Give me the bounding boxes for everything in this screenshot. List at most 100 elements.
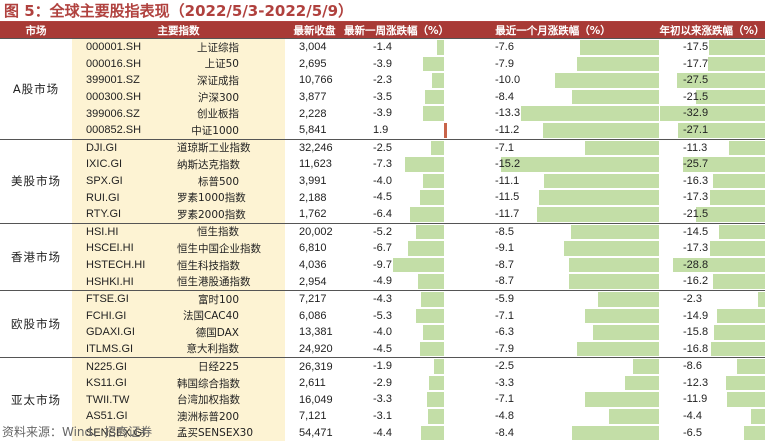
ytd-change-cell: -2.3 [659, 289, 765, 308]
month-change-value: -2.5 [495, 360, 514, 373]
ytd-change-cell: -27.5 [659, 72, 765, 89]
week-change-cell: -7.3 [344, 156, 447, 173]
month-change-bar [576, 341, 659, 357]
week-change-cell: -6.7 [344, 240, 447, 257]
table-row: KS11.GI 韩国综合指数 2,611 -2.9 -3.3 -12.3 [0, 374, 765, 392]
week-change-value: -4.5 [373, 191, 392, 204]
index-name: 孟买SENSEX30 [177, 424, 285, 442]
ytd-change-bar [737, 359, 765, 374]
index-code: 000001.SH [72, 37, 177, 56]
ytd-change-bar [744, 425, 765, 441]
month-change-value: -8.7 [495, 258, 514, 271]
week-change-value: -2.9 [373, 376, 392, 389]
ytd-change-cell: -11.9 [659, 391, 765, 408]
ytd-change-cell: -16.2 [659, 273, 765, 290]
month-change-cell: -8.5 [447, 222, 659, 241]
latest-close: 24,920 [299, 342, 333, 355]
index-code: N225.GI [72, 357, 177, 375]
week-change-bar [416, 224, 444, 240]
week-change-value: -2.5 [373, 141, 392, 154]
week-change-bar [421, 291, 444, 307]
header-close: 最新收盘 [285, 22, 344, 39]
week-change-cell: -2.5 [344, 138, 447, 157]
week-change-bar [423, 106, 444, 121]
index-name: 恒生指数 [177, 222, 285, 241]
index-code: ITLMS.GI [72, 340, 177, 358]
week-change-value: -4.0 [373, 174, 392, 187]
header-market: 市场 [0, 22, 72, 39]
table-row: SPX.GI 标普500 3,991 -4.0 -11.1 -16.3 [0, 172, 765, 190]
index-code: FTSE.GI [72, 289, 177, 308]
table-row: 000300.SH 沪深300 3,877 -3.5 -8.4 -21.5 [0, 88, 765, 106]
week-change-cell: -3.9 [344, 56, 447, 73]
month-change-cell: -3.3 [447, 375, 659, 392]
table-row: HSHKI.HI 恒生港股通指数 2,954 -4.9 -8.7 -16.2 [0, 273, 765, 291]
ytd-change-value: -17.3 [683, 242, 709, 255]
month-change-value: -8.4 [495, 426, 514, 439]
ytd-change-bar [713, 274, 765, 289]
index-code: TWII.TW [72, 391, 177, 409]
index-code: SENSEX.GI [72, 424, 177, 442]
month-change-bar [542, 122, 659, 138]
month-change-bar [571, 425, 659, 441]
ytd-change-value: -17.5 [683, 41, 709, 53]
month-change-bar [585, 392, 659, 408]
ytd-change-bar [696, 89, 765, 105]
index-code: HSCEI.HI [72, 240, 177, 257]
month-change-bar [570, 224, 659, 240]
week-change-value: -4.9 [373, 275, 392, 288]
market-region-label: 美股市场 [0, 138, 72, 224]
index-name: 深证成指 [177, 72, 285, 89]
week-change-cell: -2.9 [344, 375, 447, 392]
ytd-change-value: -32.9 [683, 107, 709, 120]
month-change-cell: -7.1 [447, 391, 659, 408]
week-change-value: -6.4 [373, 207, 392, 220]
latest-close: 2,228 [299, 107, 327, 120]
index-name: 法国CAC40 [177, 307, 285, 325]
ytd-change-value: -15.8 [683, 326, 709, 339]
ytd-change-cell: -21.5 [659, 89, 765, 106]
month-change-bar [537, 206, 659, 222]
ytd-change-cell: -11.3 [659, 138, 765, 157]
market-region-label: A股市场 [0, 38, 72, 140]
ytd-change-cell: -17.3 [659, 240, 765, 257]
index-name: 道琼斯工业指数 [177, 138, 285, 157]
index-code: 000300.SH [72, 88, 177, 106]
table-row: IXIC.GI 纳斯达克指数 11,623 -7.3 -15.2 -25.7 [0, 156, 765, 173]
month-change-cell: -15.2 [447, 156, 659, 173]
week-change-cell: -4.3 [344, 289, 447, 308]
table-row: 399006.SZ 创业板指 2,228 -3.9 -13.3 -32.9 [0, 105, 765, 122]
latest-close: 7,121 [299, 410, 327, 423]
table-row: 000852.SH 中证1000 5,841 1.9 -11.2 -27.1 [0, 121, 765, 140]
week-change-value: -4.4 [373, 426, 392, 439]
month-change-value: -7.1 [495, 141, 514, 154]
week-change-value: -1.9 [373, 360, 392, 373]
index-code: GDAXI.GI [72, 324, 177, 341]
month-change-cell: -13.3 [447, 105, 659, 122]
week-change-bar [408, 241, 444, 256]
month-change-cell: -8.7 [447, 273, 659, 290]
latest-close: 5,841 [299, 124, 327, 137]
index-code: HSTECH.HI [72, 256, 177, 274]
week-change-bar [425, 89, 444, 105]
latest-close: 16,049 [299, 393, 333, 406]
week-change-cell: -1.4 [344, 37, 447, 56]
index-name: 罗素2000指数 [177, 205, 285, 224]
ytd-change-value: -21.5 [683, 90, 709, 103]
ytd-change-bar [711, 341, 765, 357]
ytd-change-cell: -16.3 [659, 173, 765, 190]
week-change-cell: -4.4 [344, 425, 447, 442]
week-change-bar [392, 257, 444, 273]
table-row: RUI.GI 罗素1000指数 2,188 -4.5 -11.5 -17.3 [0, 189, 765, 206]
index-code: 000016.SH [72, 55, 177, 73]
month-change-cell: -6.3 [447, 324, 659, 341]
month-change-value: -5.9 [495, 292, 514, 305]
month-change-value: -7.1 [495, 309, 514, 322]
latest-close: 4,036 [299, 259, 327, 272]
month-change-bar [500, 157, 659, 172]
ytd-change-bar [696, 206, 765, 222]
table-row: GDAXI.GI 德国DAX 13,381 -4.0 -6.3 -15.8 [0, 324, 765, 341]
ytd-change-bar [709, 40, 765, 55]
latest-close: 1,762 [299, 208, 327, 221]
month-change-bar [585, 140, 659, 156]
